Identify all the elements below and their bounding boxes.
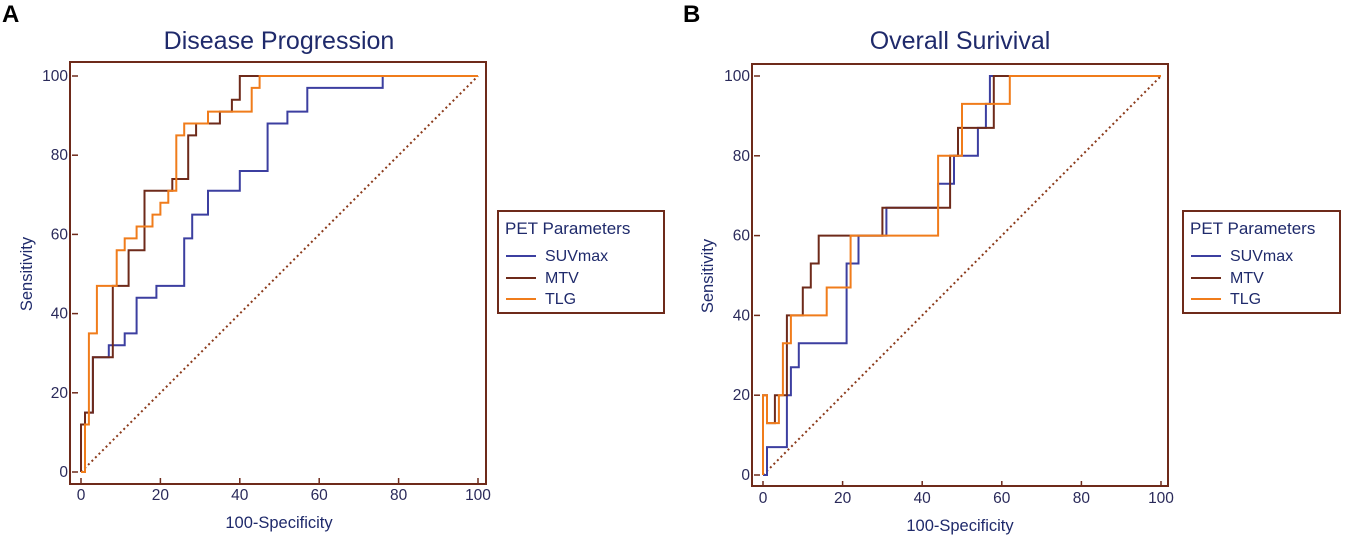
- panel-a-legend-suvmax: SUVmax: [545, 248, 608, 265]
- panel-a-ylabel: Sensitivity: [18, 236, 36, 311]
- x-tick-label: 80: [390, 487, 408, 504]
- panel-a-legend-box: [497, 210, 665, 314]
- y-tick-label: 60: [733, 228, 751, 245]
- panel-b-legend-title: PET Parameters: [1190, 219, 1315, 238]
- panel-b-legend-tlg: TLG: [1230, 291, 1261, 308]
- series-line-tlg: [762, 75, 1161, 475]
- panel-a-legend-tlg: TLG: [545, 291, 576, 308]
- x-tick-label: 0: [759, 490, 768, 507]
- x-tick-label: 100: [465, 487, 491, 504]
- reference-diagonal: [80, 75, 479, 473]
- x-tick-label: 60: [311, 487, 329, 504]
- panel-a-xlabel: 100-Specificity: [225, 514, 333, 532]
- y-tick-label: 0: [741, 467, 750, 484]
- x-tick-label: 20: [152, 487, 170, 504]
- reference-diagonal: [762, 75, 1162, 476]
- panel-b-plot-frame: [751, 63, 1169, 487]
- y-tick-label: 100: [724, 68, 750, 85]
- panel-b-legend-suvmax: SUVmax: [1230, 248, 1293, 265]
- y-tick-label: 100: [42, 68, 68, 85]
- y-tick-label: 40: [51, 306, 69, 323]
- x-tick-label: 100: [1148, 490, 1174, 507]
- x-tick-label: 40: [914, 490, 932, 507]
- y-tick-label: 60: [51, 226, 69, 243]
- panel-a-legend-mtv: MTV: [545, 270, 579, 287]
- y-tick-label: 40: [733, 307, 751, 324]
- panel-b-legend: PET Parameters SUVmax MTV TLG: [1182, 210, 1341, 314]
- panel-b-letter: B: [683, 1, 700, 28]
- panel-b-title: Overall Surivival: [870, 27, 1051, 55]
- x-tick-label: 20: [834, 490, 852, 507]
- panel-a-letter: A: [2, 1, 19, 28]
- series-line-mtv: [762, 75, 1161, 475]
- panel-a-series: [80, 75, 479, 473]
- y-tick-label: 0: [59, 464, 68, 481]
- y-tick-label: 80: [51, 147, 69, 164]
- x-tick-label: 0: [77, 487, 86, 504]
- panel-a: A Disease Progression 100-Specificity Se…: [2, 1, 665, 532]
- panel-a-legend: PET Parameters SUVmax MTV TLG: [497, 210, 665, 314]
- panel-a-title: Disease Progression: [164, 27, 395, 55]
- y-tick-label: 20: [733, 387, 751, 404]
- panel-b-series: [762, 75, 1162, 476]
- panel-b-legend-mtv: MTV: [1230, 270, 1264, 287]
- panel-b-xlabel: 100-Specificity: [906, 517, 1014, 535]
- panel-b: B Overall Surivival 100-Specificity Sens…: [683, 1, 1341, 535]
- panel-b-ticks: 0 20 40 60 80 100 0 20 40 60 80 100: [724, 68, 1174, 507]
- y-tick-label: 20: [51, 385, 69, 402]
- x-tick-label: 60: [993, 490, 1011, 507]
- panel-a-ticks: 0 20 40 60 80 100 0 20 40 60 80 100: [42, 68, 491, 504]
- panel-a-plot-frame: [69, 61, 487, 485]
- y-tick-label: 80: [733, 148, 751, 165]
- x-tick-label: 80: [1073, 490, 1091, 507]
- x-tick-label: 40: [231, 487, 249, 504]
- series-line-tlg: [81, 75, 478, 473]
- panel-b-ylabel: Sensitivity: [699, 238, 717, 313]
- panel-a-legend-title: PET Parameters: [505, 219, 630, 238]
- panel-b-legend-box: [1182, 210, 1341, 314]
